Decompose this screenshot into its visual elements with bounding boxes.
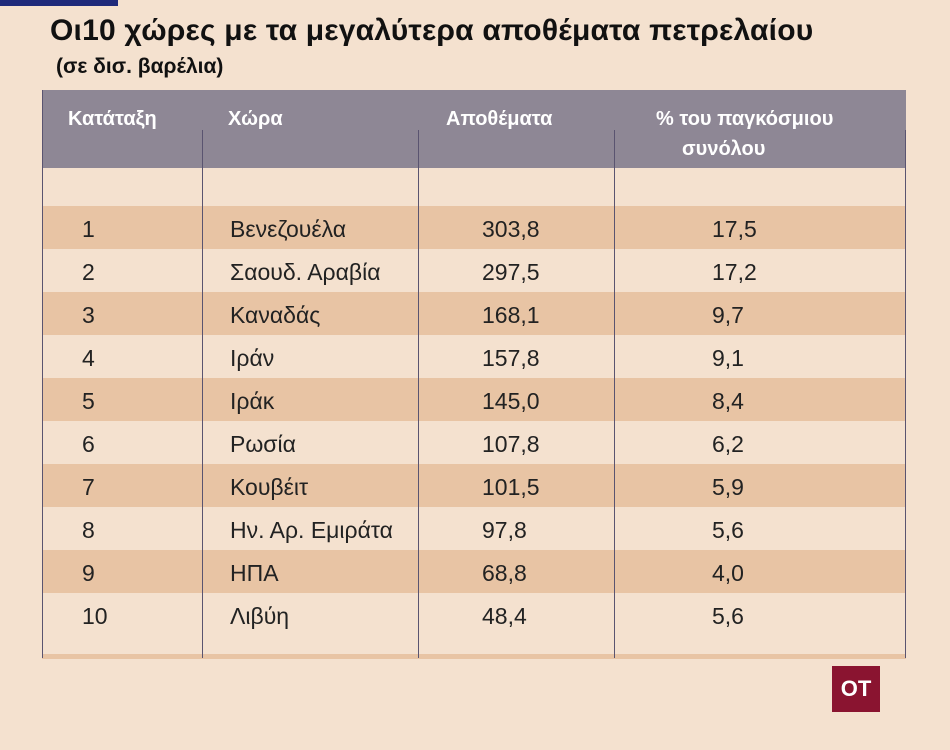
cell-rank: 4 — [82, 345, 95, 371]
cell-share: 5,6 — [712, 517, 744, 543]
cell-reserves: 157,8 — [482, 345, 540, 371]
top-accent-bar — [0, 0, 118, 6]
cell-country: ΗΠΑ — [230, 560, 279, 586]
cell-rank: 5 — [82, 388, 95, 414]
divider-country-reserves — [418, 130, 419, 658]
cell-country: Ην. Αρ. Εμιράτα — [230, 517, 393, 543]
cell-reserves: 145,0 — [482, 388, 540, 414]
header-share-line1: % του παγκόσμιου — [656, 108, 834, 130]
cell-rank: 3 — [82, 302, 95, 328]
cell-share: 8,4 — [712, 388, 744, 414]
table-row: 2 Σαουδ. Αραβία 297,5 17,2 — [42, 249, 906, 292]
cell-country: Ρωσία — [230, 431, 296, 457]
cell-country: Ιράκ — [230, 388, 275, 414]
cell-country: Λιβύη — [230, 603, 290, 629]
cell-reserves: 48,4 — [482, 603, 527, 629]
cell-country: Καναδάς — [230, 302, 321, 328]
cell-rank: 10 — [82, 603, 108, 629]
cell-share: 17,5 — [712, 216, 757, 242]
header-country: Χώρα — [228, 108, 283, 130]
cell-share: 5,9 — [712, 474, 744, 500]
table-bottom-band — [42, 654, 906, 659]
cell-reserves: 68,8 — [482, 560, 527, 586]
cell-country: Κουβέιτ — [230, 474, 309, 500]
header-reserves: Αποθέματα — [446, 108, 553, 130]
reserves-table: Κατάταξη Χώρα Αποθέματα % του παγκόσμιου… — [42, 90, 906, 659]
cell-share: 9,1 — [712, 345, 744, 371]
page-subtitle: (σε δισ. βαρέλια) — [56, 55, 224, 78]
cell-reserves: 297,5 — [482, 259, 540, 285]
table-row: 8 Ην. Αρ. Εμιράτα 97,8 5,6 — [42, 507, 906, 550]
divider-left — [42, 90, 43, 658]
table-row: 6 Ρωσία 107,8 6,2 — [42, 421, 906, 464]
divider-right — [905, 130, 906, 658]
cell-reserves: 303,8 — [482, 216, 540, 242]
divider-reserves-share — [614, 130, 615, 658]
cell-rank: 7 — [82, 474, 95, 500]
cell-country: Βενεζουέλα — [230, 216, 347, 242]
divider-rank-country — [202, 130, 203, 658]
table-row: 3 Καναδάς 168,1 9,7 — [42, 292, 906, 335]
page-title: Οι10 χώρες με τα μεγαλύτερα αποθέματα πε… — [50, 14, 814, 47]
cell-country: Σαουδ. Αραβία — [230, 259, 381, 285]
cell-share: 9,7 — [712, 302, 744, 328]
cell-reserves: 168,1 — [482, 302, 540, 328]
table-row: 10 Λιβύη 48,4 5,6 — [42, 593, 906, 636]
cell-rank: 1 — [82, 216, 95, 242]
table-row: 7 Κουβέιτ 101,5 5,9 — [42, 464, 906, 507]
cell-share: 17,2 — [712, 259, 757, 285]
header-rank: Κατάταξη — [68, 108, 157, 130]
header-share-line2: συνόλου — [682, 138, 766, 160]
cell-reserves: 101,5 — [482, 474, 540, 500]
ot-logo: OT — [832, 666, 880, 712]
table-row: 1 Βενεζουέλα 303,8 17,5 — [42, 206, 906, 249]
table-row: 9 ΗΠΑ 68,8 4,0 — [42, 550, 906, 593]
cell-country: Ιράν — [230, 345, 275, 371]
cell-rank: 8 — [82, 517, 95, 543]
cell-reserves: 107,8 — [482, 431, 540, 457]
table-header: Κατάταξη Χώρα Αποθέματα % του παγκόσμιου… — [42, 90, 906, 168]
cell-rank: 6 — [82, 431, 95, 457]
cell-rank: 2 — [82, 259, 95, 285]
cell-rank: 9 — [82, 560, 95, 586]
cell-share: 6,2 — [712, 431, 744, 457]
table-row: 5 Ιράκ 145,0 8,4 — [42, 378, 906, 421]
table-row: 4 Ιράν 157,8 9,1 — [42, 335, 906, 378]
cell-share: 5,6 — [712, 603, 744, 629]
cell-reserves: 97,8 — [482, 517, 527, 543]
cell-share: 4,0 — [712, 560, 744, 586]
